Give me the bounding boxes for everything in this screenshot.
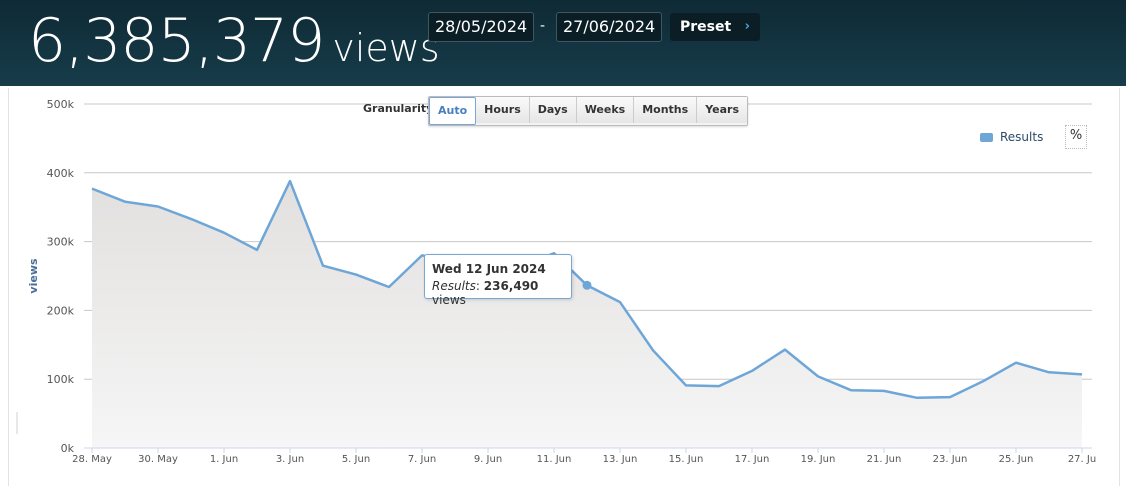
- data-point: [356, 274, 357, 275]
- granularity-years-button[interactable]: Years: [697, 97, 748, 123]
- tooltip-unit: views: [432, 293, 466, 307]
- data-point: [686, 385, 687, 386]
- data-point: [818, 376, 819, 377]
- x-tick-label: 7. Jun: [408, 454, 436, 465]
- tooltip-separator: :: [475, 279, 480, 293]
- granularity-auto-button[interactable]: Auto: [429, 97, 477, 125]
- x-tick-label: 5. Jun: [342, 454, 370, 465]
- data-point: [125, 201, 126, 202]
- x-tick-label: 28. May: [72, 454, 112, 465]
- chart-tooltip: Wed 12 Jun 2024 Results: 236,490 views: [424, 254, 572, 307]
- date-from-input[interactable]: 28/05/2024: [428, 12, 535, 42]
- data-point: [983, 381, 984, 382]
- date-to-input[interactable]: 27/06/2024: [556, 12, 663, 42]
- data-point: [191, 218, 192, 219]
- chart-panel: [8, 88, 1120, 486]
- x-tick-label: 15. Jun: [669, 454, 704, 465]
- x-tick-label: 13. Jun: [603, 454, 638, 465]
- x-tick-label: 23. Jun: [933, 454, 968, 465]
- total-views-value: 6,385,379: [28, 6, 325, 76]
- preset-label: Preset: [680, 19, 732, 35]
- data-point: [785, 349, 786, 350]
- data-point: [389, 287, 390, 288]
- x-tick-label: 1. Jun: [210, 454, 238, 465]
- x-tick-label: 25. Jun: [999, 454, 1034, 465]
- results-area: [92, 181, 1082, 448]
- chevron-right-icon: ›: [744, 19, 750, 34]
- data-point: [1016, 362, 1017, 363]
- total-views: 6,385,379 views: [28, 6, 440, 76]
- x-tick-label: 27. Ju: [1068, 454, 1096, 465]
- data-point: [422, 255, 423, 256]
- y-tick-label: 500k: [47, 98, 75, 111]
- x-tick-label: 30. May: [138, 454, 178, 465]
- granularity-buttons: Auto Hours Days Weeks Months Years: [428, 96, 749, 126]
- granularity-label: Granularity: [363, 102, 434, 115]
- y-tick-label: 300k: [47, 236, 75, 249]
- highlighted-point: [582, 280, 592, 290]
- y-tick-label: 400k: [47, 167, 75, 180]
- y-tick-label: 200k: [47, 304, 75, 317]
- data-point: [158, 206, 159, 207]
- granularity-hours-button[interactable]: Hours: [476, 97, 530, 123]
- x-tick-label: 9. Jun: [474, 454, 502, 465]
- legend-results-label: Results: [1000, 130, 1044, 144]
- data-point: [917, 397, 918, 398]
- total-views-unit: views: [332, 26, 440, 70]
- data-point: [257, 249, 258, 250]
- granularity-weeks-button[interactable]: Weeks: [576, 97, 635, 123]
- x-tick-label: 17. Jun: [735, 454, 770, 465]
- percent-toggle-button[interactable]: %: [1065, 125, 1087, 149]
- data-point: [884, 390, 885, 391]
- granularity-days-button[interactable]: Days: [529, 97, 577, 123]
- x-tick-label: 19. Jun: [801, 454, 836, 465]
- tooltip-value: 236,490: [483, 279, 539, 293]
- x-tick-label: 3. Jun: [276, 454, 304, 465]
- granularity-months-button[interactable]: Months: [634, 97, 698, 123]
- data-point: [653, 350, 654, 351]
- x-tick-label: 21. Jun: [867, 454, 902, 465]
- legend-swatch: [980, 133, 993, 142]
- data-point: [1082, 374, 1083, 375]
- data-point: [950, 397, 951, 398]
- header-bar: 6,385,379 views 28/05/2024 - 27/06/2024 P…: [0, 0, 1126, 86]
- data-point: [719, 386, 720, 387]
- legend-results[interactable]: Results: [980, 130, 1043, 144]
- date-range-separator: -: [540, 18, 546, 34]
- data-point: [92, 188, 93, 189]
- data-point: [752, 370, 753, 371]
- data-point: [1049, 372, 1050, 373]
- tooltip-body: Results: 236,490 views: [432, 279, 571, 307]
- scroll-handle[interactable]: [16, 412, 18, 434]
- data-point: [620, 302, 621, 303]
- data-point: [290, 181, 291, 182]
- y-tick-label: 100k: [47, 373, 75, 386]
- data-point: [851, 390, 852, 391]
- tooltip-date: Wed 12 Jun 2024: [432, 262, 546, 276]
- data-point: [224, 232, 225, 233]
- y-tick-label: 0k: [61, 442, 75, 455]
- data-point: [323, 265, 324, 266]
- tooltip-series: Results: [432, 279, 476, 293]
- y-axis-label: views: [27, 258, 40, 294]
- preset-button[interactable]: Preset ›: [670, 13, 760, 41]
- x-tick-label: 11. Jun: [537, 454, 572, 465]
